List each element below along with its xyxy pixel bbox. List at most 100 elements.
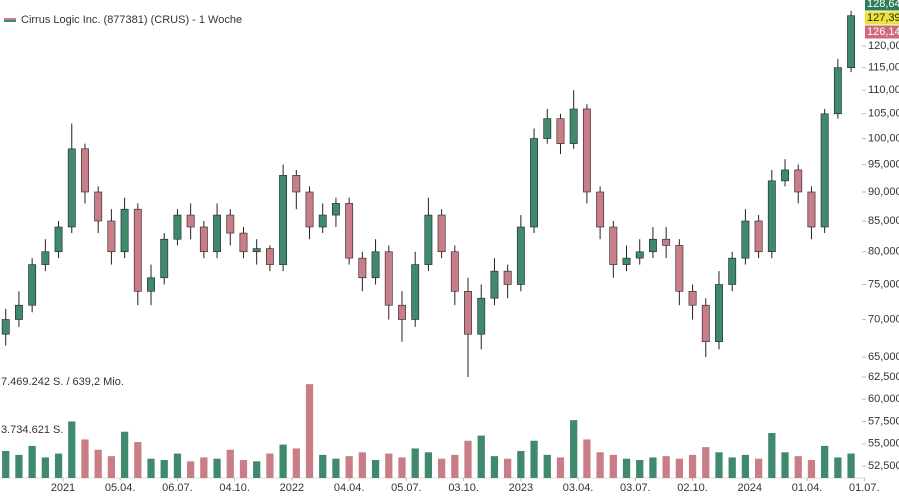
candle-body [332, 203, 340, 216]
x-tick-label: 2023 [509, 482, 533, 494]
x-tick-label: 03.07. [620, 482, 651, 494]
candle-body [358, 257, 367, 279]
candle-body [833, 67, 842, 115]
candle-body [160, 238, 169, 279]
candle-body [741, 220, 750, 259]
candle-body [767, 180, 776, 253]
x-tick-label: 06.07. [162, 482, 193, 494]
volume-bar [834, 457, 842, 478]
volume-bar [266, 453, 274, 478]
candle-body [754, 220, 763, 253]
candle-body [133, 208, 142, 292]
volume-bar [279, 444, 287, 478]
candle-body [675, 245, 684, 292]
volume-bar [464, 440, 472, 478]
candle-body [67, 148, 76, 228]
candle-body [662, 238, 671, 246]
volume-bar [239, 460, 248, 478]
volume-bar [649, 457, 657, 478]
candle-body [265, 248, 274, 265]
volume-bar [451, 454, 459, 478]
x-tick-label: 04.04. [334, 482, 365, 494]
volume-bar [754, 458, 763, 478]
y-tick-label: 80,000 [868, 246, 899, 258]
y-tick-label: 55,000 [868, 438, 899, 450]
candle-body [424, 214, 433, 265]
candle-body [1, 319, 10, 335]
volume-bar [477, 435, 485, 478]
volume-bar [54, 453, 63, 478]
candle-body [41, 251, 50, 265]
candle-body [530, 138, 538, 228]
candle-body [411, 264, 420, 320]
candle-body [609, 226, 618, 265]
volume-bar [81, 439, 89, 478]
volume-bar [134, 442, 142, 478]
candle-body [464, 291, 472, 335]
volume-bar [609, 454, 617, 478]
y-tick-label: 57,500 [868, 415, 899, 427]
candle-body [649, 238, 657, 253]
candle-body [213, 214, 221, 253]
x-tick-label: 03.04. [563, 482, 594, 494]
volume-bar [319, 454, 327, 478]
price-tag-label: 128,644 [867, 0, 899, 10]
volume-bar [437, 458, 446, 478]
y-tick-label: 105,000 [868, 108, 899, 120]
candle-body [781, 169, 789, 182]
y-tick-label: 65,000 [868, 351, 899, 363]
price-tag [865, 0, 899, 11]
candle-body [622, 257, 631, 265]
volume-bar [385, 453, 393, 478]
volume-bar [332, 458, 340, 478]
volume-bar [94, 449, 102, 478]
candle-body [437, 214, 446, 253]
candle-body [345, 203, 354, 259]
volume-bar [213, 458, 221, 478]
volume-bar [15, 454, 23, 478]
volume-bar [728, 457, 736, 478]
candle-body [226, 214, 235, 234]
volume-bar [41, 457, 49, 478]
volume-bar [411, 448, 419, 478]
volume-bar [556, 457, 565, 478]
volume-bar [847, 453, 855, 478]
volume-bar [28, 445, 36, 478]
volume-bar [662, 456, 670, 478]
candle-body [596, 191, 605, 228]
volume-bar [530, 440, 538, 478]
candle-body [477, 297, 486, 335]
x-tick-label: 2022 [280, 482, 304, 494]
candle-body [688, 291, 697, 306]
candle-body [107, 220, 116, 253]
y-tick-label: 60,000 [868, 393, 899, 405]
volume-bar [636, 460, 644, 478]
volume-bar [570, 420, 578, 478]
volume-bar [107, 456, 116, 478]
volume-bar [305, 384, 314, 478]
candle-body [582, 108, 591, 193]
x-tick-label: 2024 [738, 482, 762, 494]
volume-bar [741, 454, 750, 478]
volume-bar [160, 460, 168, 478]
candle-body [503, 270, 512, 285]
x-tick-label: 03.10. [448, 482, 479, 494]
volume-label: 7.469.242 S. / 639,2 Mio. [1, 376, 124, 388]
x-tick-label: 2021 [51, 482, 75, 494]
candle-body [199, 226, 208, 253]
volume-bar [583, 439, 591, 478]
candle-body [94, 191, 103, 222]
candle-body [279, 175, 288, 265]
price-tag-label: 127,393 [867, 12, 899, 24]
candle-body [543, 118, 552, 139]
candle-body [516, 226, 525, 285]
volume-bar [345, 456, 353, 478]
x-tick-label: 04.10. [219, 482, 250, 494]
y-tick-label: 52,500 [868, 460, 899, 472]
candle-body [635, 251, 644, 259]
volume-bar [490, 456, 499, 478]
volume-bar [768, 433, 776, 478]
candle-body [292, 175, 301, 193]
volume-bar [2, 451, 10, 478]
candle-body [820, 113, 829, 228]
